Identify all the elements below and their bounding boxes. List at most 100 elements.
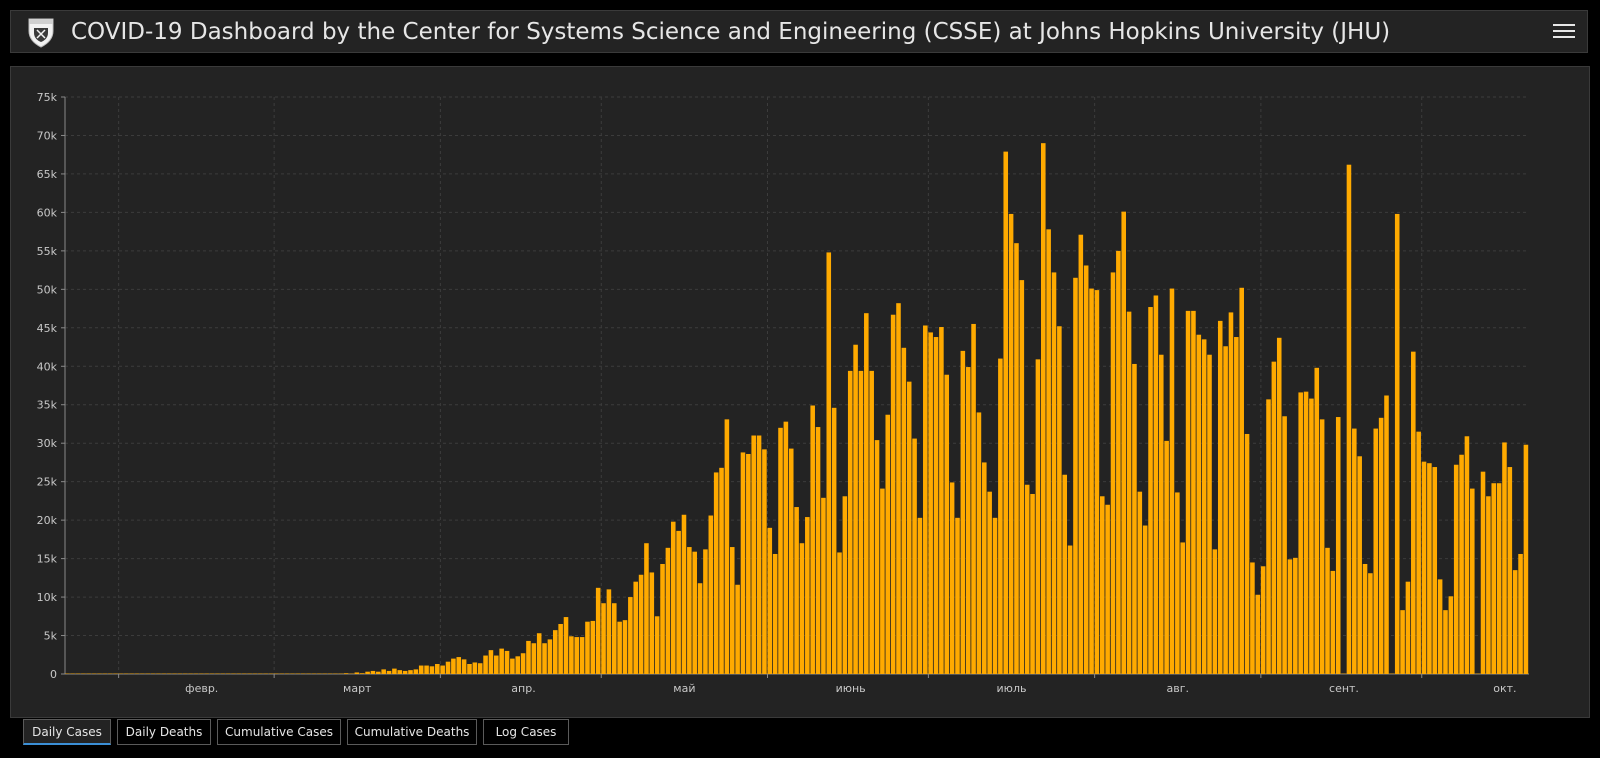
bar: [1234, 337, 1239, 674]
y-tick-label: 50k: [37, 283, 58, 296]
bar: [1432, 467, 1438, 674]
bar: [681, 514, 687, 674]
bar: [1062, 474, 1068, 674]
bar: [1271, 361, 1277, 674]
bar: [949, 482, 955, 674]
x-tick-label: март: [343, 682, 372, 695]
y-tick-label: 75k: [37, 91, 58, 104]
bar: [992, 517, 998, 674]
bar: [697, 583, 703, 674]
x-tick-label: июнь: [836, 682, 866, 695]
bar: [703, 549, 708, 674]
dashboard-title: COVID-19 Dashboard by the Center for Sys…: [71, 19, 1391, 45]
bar: [558, 623, 563, 674]
bar: [944, 374, 950, 674]
bar: [1512, 570, 1518, 674]
x-tick-label: сент.: [1329, 682, 1359, 695]
bar: [359, 673, 365, 674]
bar: [381, 669, 386, 674]
bar: [1523, 444, 1529, 674]
bar: [676, 530, 681, 674]
bar: [456, 657, 462, 674]
y-tick-label: 60k: [37, 206, 58, 219]
tab-cumulative-deaths[interactable]: Cumulative Deaths: [347, 719, 477, 745]
bar: [654, 616, 660, 674]
bar: [1116, 250, 1121, 674]
bar: [799, 543, 805, 674]
bar: [1169, 288, 1175, 674]
bar: [1057, 326, 1062, 674]
bar: [1244, 433, 1250, 674]
bar: [1191, 310, 1196, 674]
bar: [638, 574, 644, 674]
bar: [429, 666, 435, 674]
chart-panel: 0 5k 10k 15k 20k 25k 30k 35k 40k 45k 50k 55k 60k 65k 7…: [10, 66, 1590, 718]
bar: [1394, 213, 1400, 674]
bar: [1405, 581, 1411, 674]
bar: [912, 438, 917, 674]
bar: [1319, 419, 1325, 674]
bar: [1378, 417, 1384, 674]
hamburger-menu-icon[interactable]: [1553, 21, 1575, 41]
bar: [1132, 363, 1137, 674]
bar: [536, 633, 542, 674]
bar: [1217, 320, 1223, 674]
bar: [982, 462, 987, 674]
bar: [901, 347, 907, 674]
bar: [1121, 211, 1126, 674]
bar: [1507, 467, 1513, 674]
bar: [1008, 213, 1014, 674]
bar: [708, 515, 714, 674]
bar: [563, 617, 569, 674]
jhu-shield-logo: [28, 18, 54, 48]
bar: [906, 381, 912, 674]
bar: [553, 630, 558, 674]
bar: [595, 587, 601, 674]
bar: [880, 488, 885, 674]
bar: [987, 491, 992, 674]
bar: [751, 435, 756, 674]
y-tick-label: 20k: [37, 514, 58, 527]
bar: [628, 597, 633, 674]
bar: [477, 663, 483, 674]
bar: [1346, 164, 1352, 674]
tab-cumulative-cases[interactable]: Cumulative Cases: [217, 719, 341, 745]
bar: [928, 332, 933, 674]
bar: [1352, 428, 1357, 674]
tab-daily-cases[interactable]: Daily Cases: [23, 719, 111, 745]
bar: [831, 407, 837, 674]
bar: [735, 584, 740, 674]
bar: [520, 653, 526, 674]
bar: [547, 639, 553, 674]
bar: [864, 313, 869, 674]
bar: [397, 670, 403, 674]
bar: [1421, 461, 1427, 674]
daily-cases-bar-chart: 0 5k 10k 15k 20k 25k 30k 35k 40k 45k 50k 55k 60k 65k 7…: [37, 91, 1529, 695]
bar: [515, 656, 521, 674]
bar: [1137, 491, 1143, 674]
bar: [847, 370, 853, 674]
bar: [1078, 234, 1084, 674]
bar: [810, 405, 815, 674]
bar: [1035, 359, 1041, 674]
y-tick-label: 35k: [37, 399, 58, 412]
bar: [665, 547, 671, 674]
bar: [1282, 416, 1287, 674]
bar: [1110, 272, 1116, 674]
bar: [1175, 492, 1180, 674]
bar: [365, 671, 370, 674]
bar: [579, 637, 585, 674]
bar: [472, 662, 478, 674]
bar: [1459, 454, 1464, 674]
bar: [1067, 545, 1073, 674]
bar: [1083, 265, 1089, 674]
bar: [1464, 436, 1470, 674]
bar: [794, 507, 799, 674]
bar: [858, 370, 864, 674]
tab-log-cases[interactable]: Log Cases: [483, 719, 569, 745]
bar: [1496, 483, 1502, 674]
bar: [783, 421, 789, 674]
bar: [719, 467, 724, 674]
tab-daily-deaths[interactable]: Daily Deaths: [117, 719, 211, 745]
bar: [590, 620, 596, 674]
